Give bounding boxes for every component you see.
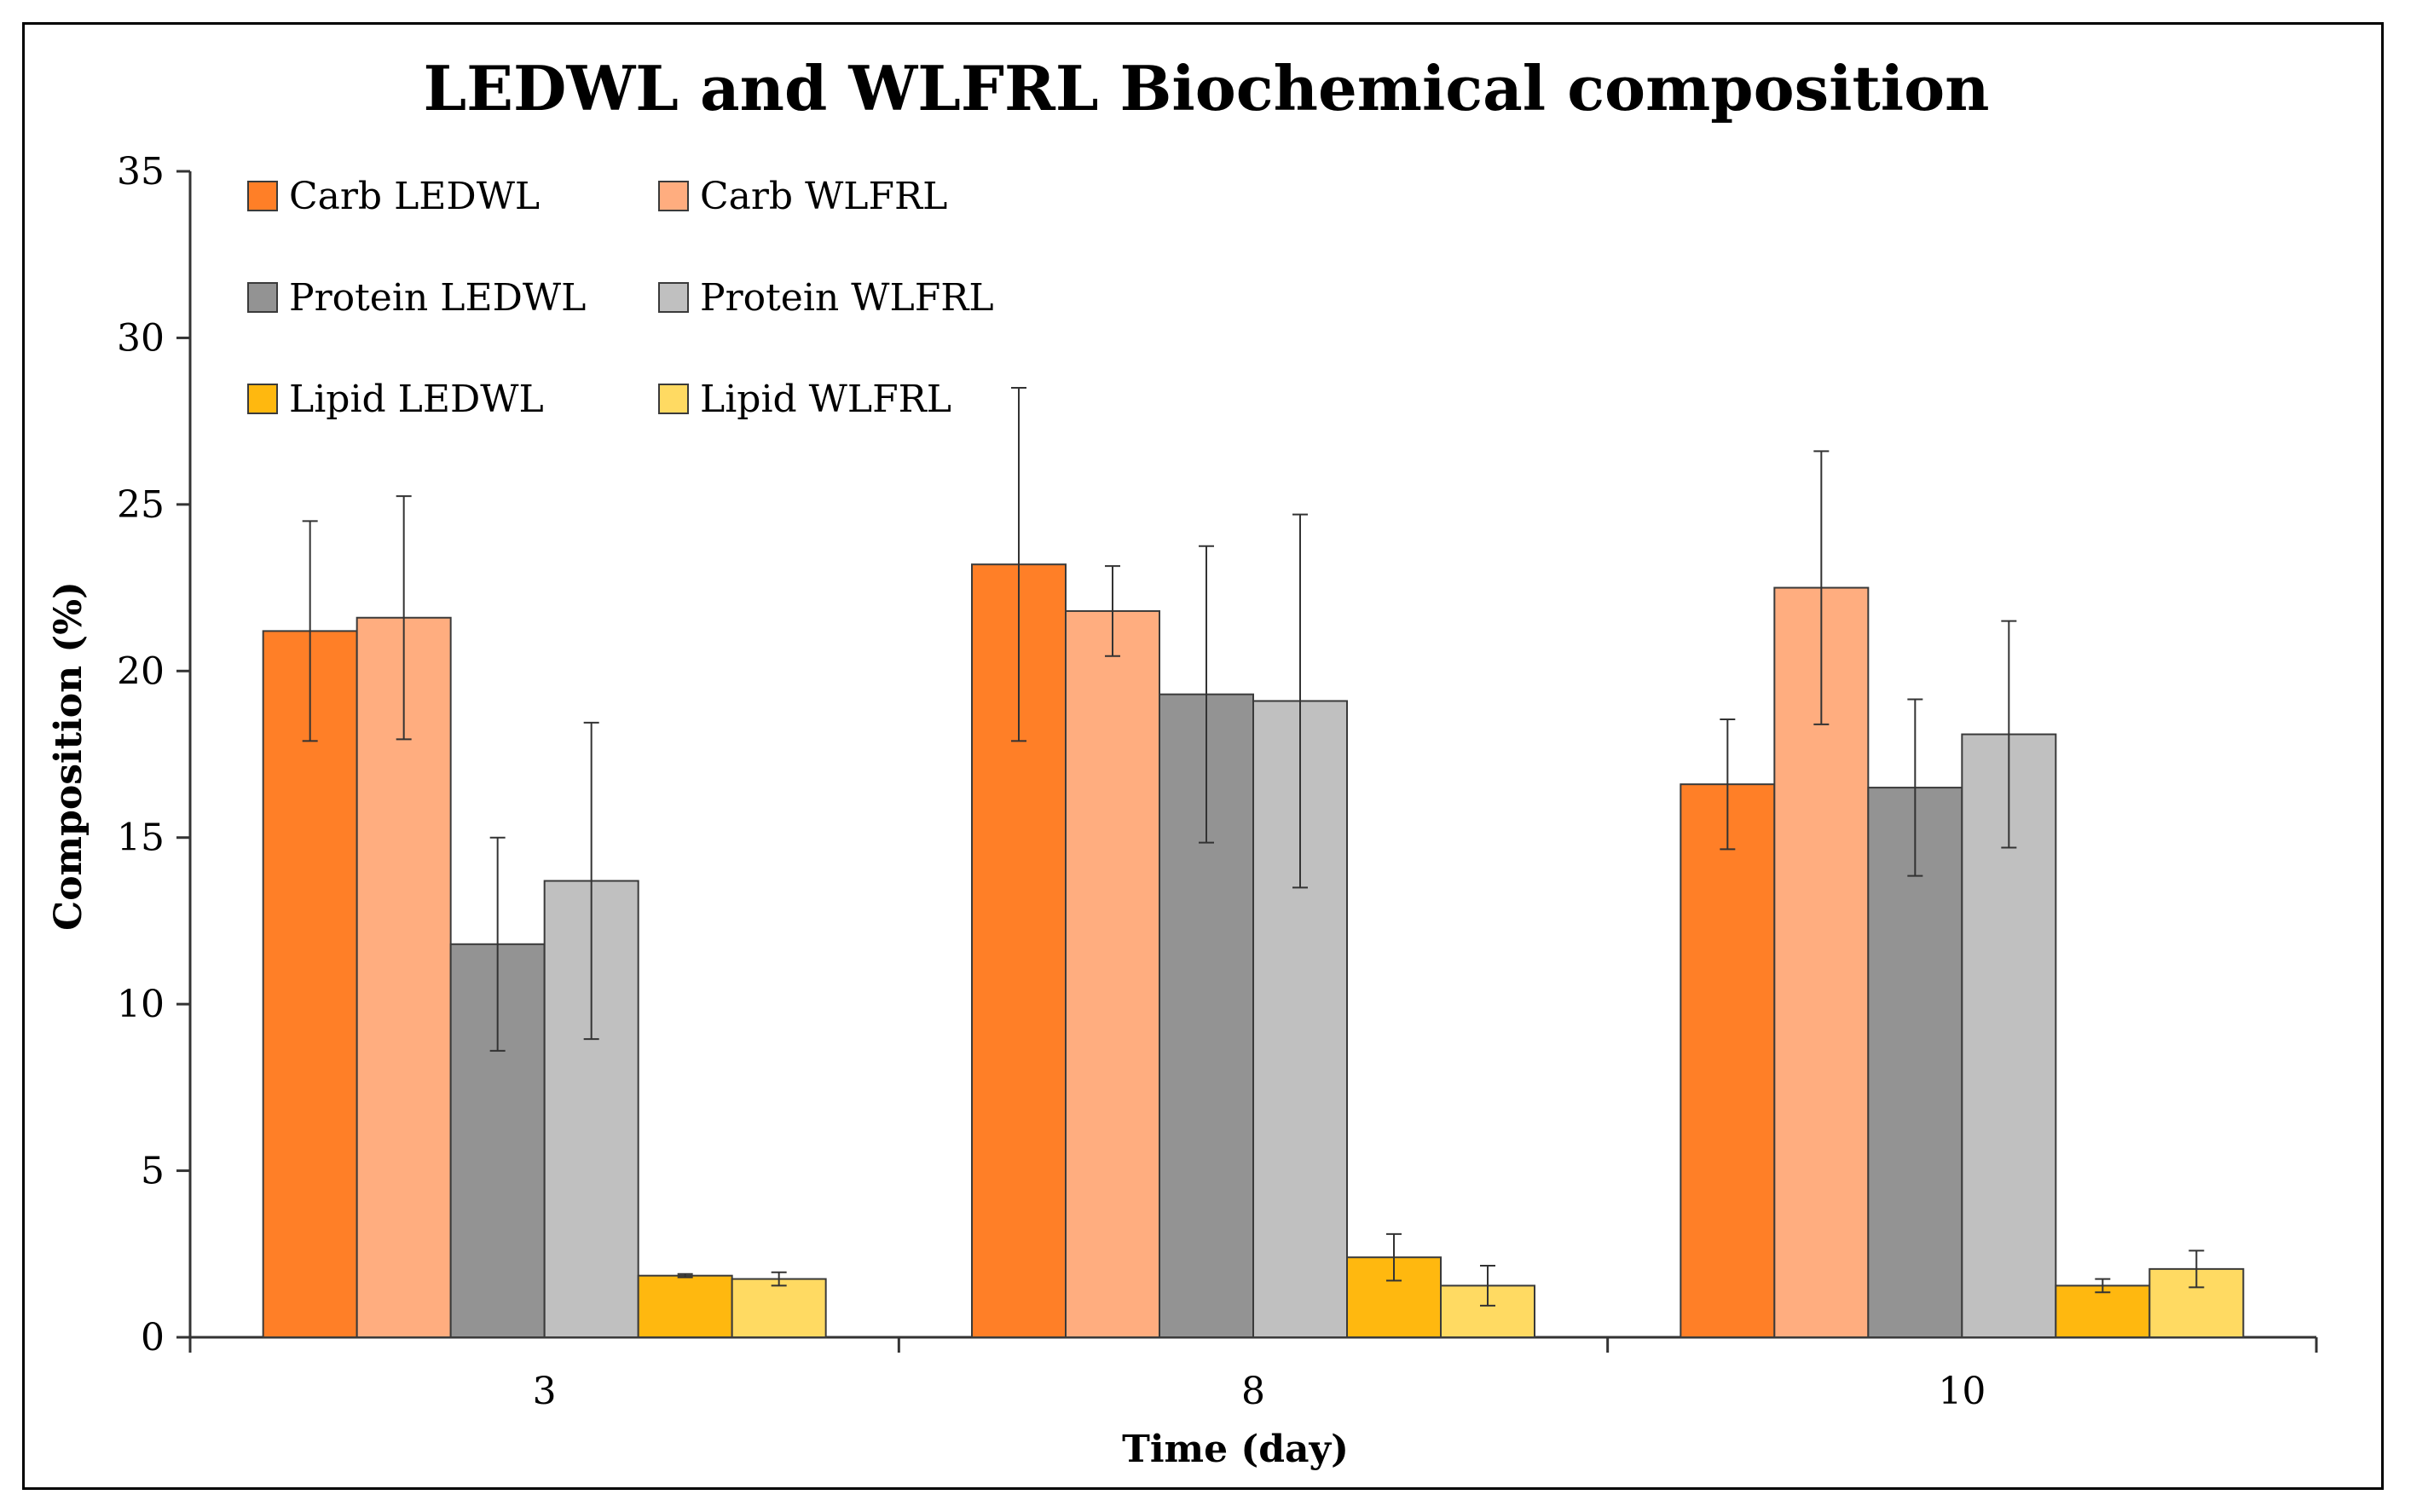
chart-frame: LEDWL and WLFRL Biochemical composition … — [22, 22, 2384, 1490]
y-tick-label: 20 — [117, 649, 165, 693]
y-tick-label: 0 — [141, 1316, 165, 1359]
bar-carb-wlfrl-day-8 — [1065, 609, 1160, 1338]
y-axis-label: Composition (%) — [47, 581, 90, 931]
legend-label: Carb LEDWL — [289, 175, 540, 218]
legend-swatch — [247, 384, 278, 414]
y-tick-label: 35 — [117, 150, 165, 193]
legend-label: Lipid WLFRL — [700, 378, 951, 421]
x-tick-label: 10 — [1938, 1370, 1986, 1413]
bar-lipid-ledwl-day-3 — [637, 1274, 733, 1338]
legend-swatch — [247, 181, 278, 211]
legend-swatch — [247, 282, 278, 313]
y-tick-label: 5 — [141, 1150, 165, 1193]
chart-title: LEDWL and WLFRL Biochemical composition — [424, 52, 1990, 124]
plot-area: 0 5 10 15 20 25 30 35 3 8 10 — [117, 150, 2318, 1413]
legend-swatch — [658, 384, 689, 414]
x-tick-label: 3 — [533, 1370, 557, 1413]
bar-lipid-ledwl-day-10 — [2055, 1284, 2151, 1338]
legend-swatch — [658, 282, 689, 313]
legend-label: Protein WLFRL — [700, 276, 994, 320]
y-tick-label: 10 — [117, 983, 165, 1026]
legend-label: Lipid LEDWL — [289, 378, 544, 421]
bar-lipid-wlfrl-day-3 — [731, 1278, 827, 1338]
x-axis-label: Time (day) — [1122, 1428, 1349, 1471]
legend: Carb LEDWL Carb WLFRL Protein LEDWL Protein… — [247, 175, 994, 421]
legend-label: Protein LEDWL — [289, 276, 586, 320]
legend-swatch — [658, 181, 689, 211]
y-tick-label: 25 — [117, 483, 165, 527]
y-tick-label: 15 — [117, 817, 165, 860]
chart-canvas: LEDWL and WLFRL Biochemical composition … — [47, 52, 2318, 1471]
legend-label: Carb WLFRL — [700, 175, 947, 218]
x-tick-label: 8 — [1241, 1370, 1265, 1413]
y-tick-label: 30 — [117, 316, 165, 360]
bar-carb-ledwl-day-10 — [1680, 783, 1776, 1338]
